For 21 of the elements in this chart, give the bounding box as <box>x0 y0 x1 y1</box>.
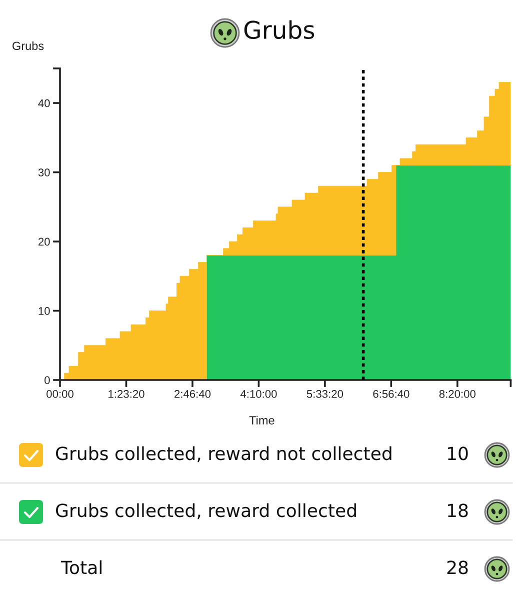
legend-label: Grubs collected, reward collected <box>56 503 356 520</box>
chart-title: Grubs <box>244 20 314 40</box>
text: 28 <box>447 560 468 574</box>
x-tick-label: 6:56:40 <box>373 390 410 398</box>
x-tick-label: 8:20:00 <box>439 390 476 398</box>
y-axis-title: Grubs <box>12 41 44 50</box>
y-tick-label: 30 <box>38 168 50 176</box>
y-tick-label: 10 <box>38 307 50 315</box>
x-tick-label: 2:46:40 <box>174 390 211 398</box>
legend-label: Grubs collected, reward not collected <box>56 446 392 462</box>
x-tick-label: 4:10:00 <box>240 390 277 398</box>
x-tick-label: 5:33:20 <box>306 390 344 398</box>
x-tick-label: 1:23:20 <box>108 390 144 398</box>
text: 10 <box>448 446 468 460</box>
x-tick-label: 00:00 <box>46 390 74 398</box>
x-axis-title: Time <box>249 416 274 425</box>
y-tick-label: 40 <box>38 99 50 108</box>
text: Total <box>60 560 102 574</box>
text: 18 <box>448 504 468 518</box>
y-tick-label: 20 <box>38 238 50 246</box>
y-tick-label: 0 <box>44 376 50 384</box>
